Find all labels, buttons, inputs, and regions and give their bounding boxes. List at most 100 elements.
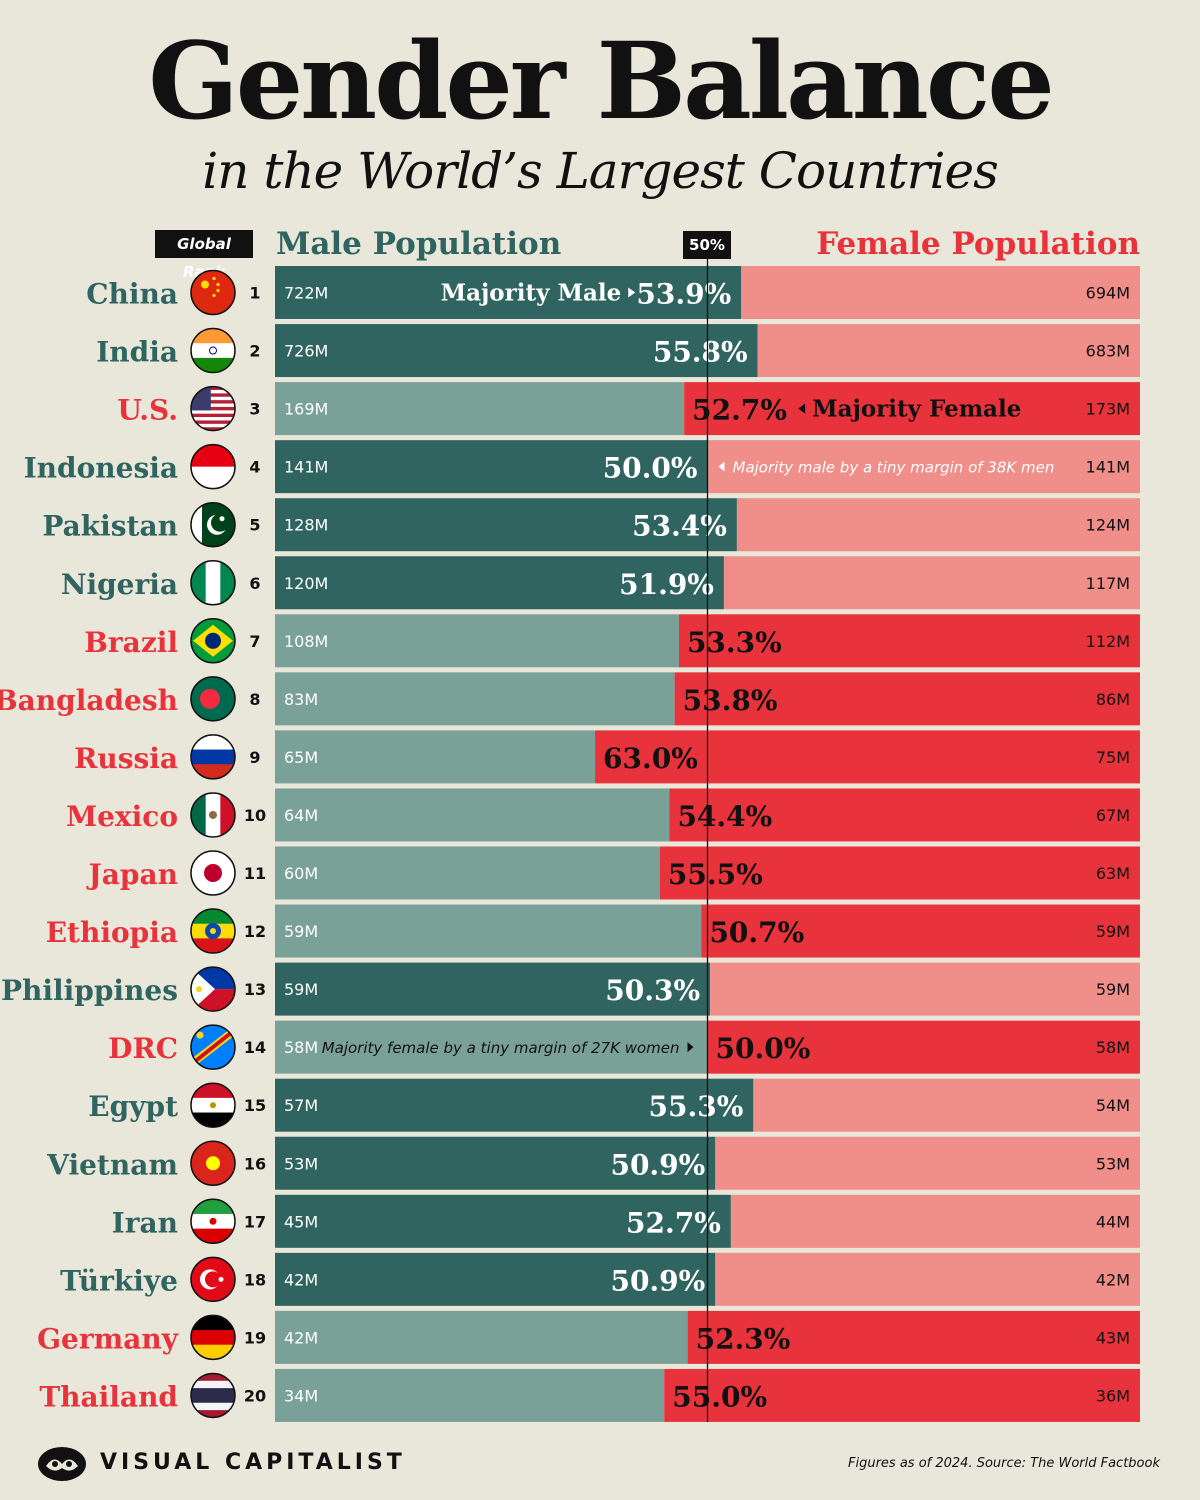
turkiye-flag-icon bbox=[191, 1257, 235, 1302]
female-bar bbox=[707, 440, 1140, 494]
vietnam-flag-border bbox=[190, 1140, 236, 1186]
global-rank: 16 bbox=[244, 1154, 266, 1173]
male-bar bbox=[275, 1020, 708, 1074]
germany-flag-icon bbox=[191, 1315, 235, 1360]
country-name: Vietnam bbox=[46, 1148, 178, 1181]
male-population-value: 42M bbox=[284, 1328, 318, 1347]
drc-flag-border bbox=[190, 1024, 236, 1070]
male-bar bbox=[275, 788, 670, 842]
bangladesh-flag-icon bbox=[191, 676, 235, 721]
majority-percentage: 53.4% bbox=[632, 510, 727, 543]
majority-percentage: 51.9% bbox=[619, 568, 714, 601]
male-population-value: 42M bbox=[284, 1270, 318, 1289]
female-population-value: 141M bbox=[1086, 458, 1130, 477]
majority-percentage: 53.8% bbox=[683, 684, 778, 717]
female-population-value: 58M bbox=[1096, 1038, 1130, 1057]
majority-percentage: 54.4% bbox=[677, 800, 772, 833]
country-name: Türkiye bbox=[60, 1264, 178, 1297]
footer-source: Figures as of 2024. Source: The World Fa… bbox=[848, 1456, 1160, 1471]
philippines-flag-border bbox=[190, 966, 236, 1012]
global-rank: 15 bbox=[244, 1096, 266, 1115]
female-bar bbox=[736, 498, 1140, 552]
country-name: Brazil bbox=[84, 626, 178, 659]
majority-percentage: 50.0% bbox=[603, 452, 698, 485]
male-population-value: 108M bbox=[284, 632, 328, 651]
male-bar bbox=[275, 382, 685, 436]
majority-percentage: 50.7% bbox=[709, 916, 804, 949]
majority-percentage: 53.9% bbox=[636, 278, 731, 311]
global-rank: 13 bbox=[244, 980, 266, 999]
male-population-value: 64M bbox=[284, 806, 318, 825]
country-name: Iran bbox=[112, 1206, 178, 1239]
pakistan-flag-icon bbox=[191, 502, 235, 547]
global-rank: 4 bbox=[249, 458, 260, 477]
female-bar bbox=[757, 324, 1140, 378]
turkiye-flag-border bbox=[190, 1256, 236, 1303]
vietnam-flag-icon bbox=[191, 1141, 235, 1186]
male-bar bbox=[275, 1078, 754, 1132]
female-population-value: 694M bbox=[1086, 284, 1130, 303]
iran-flag-border bbox=[190, 1198, 236, 1245]
mexico-flag-border bbox=[190, 792, 236, 838]
drc-note: Majority female by a tiny margin of 27K … bbox=[322, 1039, 680, 1057]
male-bar bbox=[275, 730, 596, 784]
brazil-flag-icon bbox=[191, 618, 235, 663]
global-rank: 19 bbox=[244, 1328, 266, 1347]
male-population-value: 141M bbox=[284, 458, 328, 477]
female-bar bbox=[687, 1310, 1140, 1364]
female-bar bbox=[701, 904, 1140, 958]
majority-percentage: 52.7% bbox=[692, 394, 787, 427]
male-bar bbox=[275, 1310, 688, 1364]
majority-percentage: 50.3% bbox=[605, 974, 700, 1007]
fifty-percent-label: 50% bbox=[683, 231, 731, 259]
female-bar bbox=[741, 266, 1140, 319]
arrow-right-icon bbox=[687, 1042, 694, 1053]
male-population-value: 34M bbox=[284, 1386, 318, 1405]
nigeria-flag-border bbox=[190, 560, 236, 606]
majority-percentage: 55.5% bbox=[668, 858, 763, 891]
global-rank-label: Global Rank bbox=[155, 230, 253, 281]
female-bar bbox=[669, 788, 1140, 842]
global-rank: 7 bbox=[249, 632, 260, 651]
female-population-value: 54M bbox=[1096, 1096, 1130, 1115]
female-bar bbox=[753, 1078, 1140, 1132]
country-name: Indonesia bbox=[24, 452, 178, 485]
majority-percentage: 55.8% bbox=[653, 336, 748, 369]
global-rank: 14 bbox=[244, 1038, 266, 1057]
majority-percentage: 50.9% bbox=[610, 1264, 705, 1297]
majority-female-annotation: Majority Female bbox=[812, 396, 1021, 423]
india-flag-border bbox=[190, 327, 236, 374]
female-bar bbox=[715, 1136, 1140, 1190]
male-bar bbox=[275, 614, 679, 668]
male-population-header: Male Population bbox=[276, 226, 562, 262]
female-bar bbox=[730, 1194, 1140, 1248]
female-bar bbox=[674, 672, 1140, 726]
arrow-left-icon bbox=[798, 403, 806, 414]
indonesia-flag-icon bbox=[191, 444, 235, 489]
male-population-value: 169M bbox=[284, 400, 328, 419]
global-rank: 20 bbox=[244, 1386, 266, 1405]
country-name: Mexico bbox=[66, 800, 178, 833]
japan-flag-icon bbox=[191, 851, 235, 895]
global-rank: 18 bbox=[244, 1270, 266, 1289]
female-bar bbox=[707, 1020, 1140, 1074]
arrow-right-icon bbox=[628, 287, 636, 298]
male-population-value: 60M bbox=[284, 864, 318, 883]
global-rank: 5 bbox=[249, 516, 260, 535]
us-flag-border bbox=[190, 385, 236, 432]
male-bar bbox=[275, 498, 737, 552]
thailand-flag-border bbox=[190, 1372, 236, 1419]
majority-percentage: 52.7% bbox=[626, 1206, 721, 1239]
male-bar bbox=[275, 962, 711, 1016]
female-population-value: 36M bbox=[1096, 1386, 1130, 1405]
pakistan-flag-border bbox=[190, 501, 236, 548]
male-population-value: 53M bbox=[284, 1154, 318, 1173]
global-rank: 9 bbox=[249, 748, 260, 767]
female-bar bbox=[664, 1368, 1140, 1422]
bangladesh-flag-border bbox=[190, 676, 236, 722]
country-name: Japan bbox=[86, 858, 178, 891]
male-population-value: 57M bbox=[284, 1096, 318, 1115]
country-name: Nigeria bbox=[61, 568, 178, 601]
female-population-value: 59M bbox=[1096, 980, 1130, 999]
